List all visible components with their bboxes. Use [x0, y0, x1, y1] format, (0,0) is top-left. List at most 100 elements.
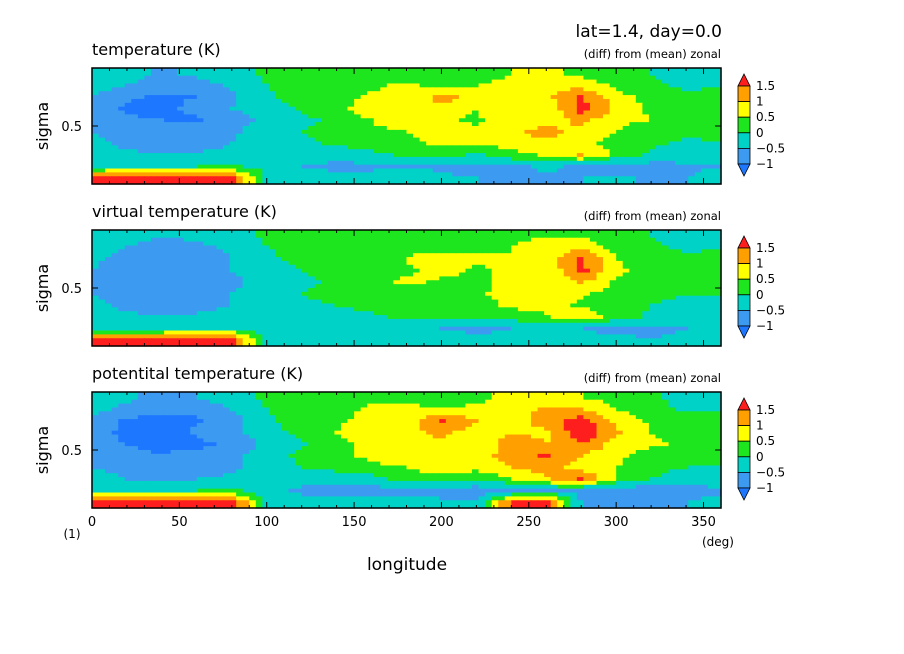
heatmap-cell — [111, 176, 119, 181]
heatmap-cell — [282, 303, 290, 308]
heatmap-cell — [557, 118, 565, 123]
heatmap-cell — [321, 280, 329, 285]
heatmap-cell — [216, 75, 224, 81]
heatmap-cell — [360, 91, 368, 96]
heatmap-cell — [327, 137, 336, 143]
colorbar-label: 1.5 — [756, 79, 775, 93]
heatmap-cell — [544, 118, 552, 123]
heatmap-cell — [393, 75, 401, 81]
heatmap-cell — [321, 172, 329, 177]
heatmap-cell — [544, 180, 552, 185]
heatmap-cell — [255, 126, 263, 131]
heatmap-cell — [629, 168, 637, 173]
heatmap-cell — [576, 272, 584, 277]
heatmap-cell — [354, 172, 362, 177]
heatmap-cell — [517, 98, 526, 104]
heatmap-cell — [275, 245, 283, 250]
heatmap-cell — [137, 241, 146, 247]
heatmap-cell — [550, 245, 558, 250]
heatmap-cell — [262, 268, 270, 274]
heatmap-cell — [177, 79, 185, 85]
heatmap-cell — [524, 253, 532, 258]
heatmap-cell — [196, 98, 204, 104]
heatmap-cell — [563, 168, 571, 173]
heatmap-cell — [137, 122, 146, 127]
heatmap-cell — [432, 110, 440, 115]
heatmap-cell — [295, 75, 303, 81]
heatmap-cell — [557, 87, 565, 92]
heatmap-cell — [92, 272, 100, 277]
heatmap-cell — [242, 133, 250, 139]
heatmap-cell — [452, 68, 460, 73]
heatmap-cell — [223, 102, 231, 108]
heatmap-cell — [622, 272, 630, 277]
heatmap-cell — [137, 249, 146, 254]
heatmap-cell — [629, 291, 637, 297]
heatmap-cell — [393, 168, 401, 173]
heatmap-cell — [622, 291, 630, 297]
heatmap-cell — [655, 118, 663, 123]
heatmap-cell — [491, 291, 499, 297]
heatmap-cell — [596, 102, 604, 108]
heatmap-cell — [288, 122, 296, 127]
heatmap-cell — [314, 295, 322, 301]
heatmap-cell — [537, 126, 545, 131]
heatmap-cell — [576, 98, 584, 104]
heatmap-cell — [209, 156, 218, 162]
heatmap-cell — [688, 230, 696, 235]
heatmap-cell — [314, 83, 322, 88]
heatmap-cell — [648, 172, 657, 177]
heatmap-cell — [589, 307, 598, 312]
heatmap-cell — [485, 230, 493, 235]
heatmap-cell — [511, 149, 519, 154]
heatmap-cell — [511, 83, 519, 88]
heatmap-cell — [268, 245, 277, 250]
heatmap-cell — [465, 137, 473, 143]
heatmap-cell — [426, 95, 434, 100]
heatmap-cell — [465, 106, 473, 112]
heatmap-cell — [380, 264, 388, 270]
heatmap-cell — [157, 87, 165, 92]
heatmap-cell — [478, 156, 486, 162]
heatmap-cell — [150, 156, 159, 162]
heatmap-cell — [616, 176, 624, 181]
heatmap-cell — [537, 233, 545, 239]
heatmap-cell — [327, 122, 336, 127]
heatmap-cell — [255, 149, 263, 154]
heatmap-cell — [596, 237, 604, 243]
heatmap-cell — [360, 284, 368, 289]
heatmap-cell — [150, 245, 159, 250]
heatmap-cell — [530, 106, 539, 112]
heatmap-cell — [157, 122, 165, 127]
heatmap-cell — [472, 237, 480, 243]
heatmap-cell — [557, 291, 565, 297]
heatmap-cell — [563, 87, 571, 92]
heatmap-cell — [655, 164, 663, 170]
heatmap-cell — [393, 110, 401, 115]
panel-title: temperature (K) — [92, 40, 221, 59]
heatmap-cell — [92, 245, 100, 250]
heatmap-cell — [334, 245, 342, 250]
heatmap-cell — [164, 280, 172, 285]
heatmap-cell — [432, 106, 440, 112]
heatmap-cell — [603, 122, 611, 127]
heatmap-cell — [714, 307, 722, 312]
heatmap-cell — [445, 272, 453, 277]
heatmap-cell — [203, 233, 211, 239]
heatmap-cell — [688, 253, 696, 258]
heatmap-cell — [360, 98, 368, 104]
heatmap-cell — [249, 245, 257, 250]
heatmap-cell — [714, 253, 722, 258]
heatmap-cell — [681, 268, 689, 274]
heatmap-cell — [124, 114, 132, 119]
heatmap-cell — [570, 133, 578, 139]
heatmap-cell — [334, 280, 342, 285]
heatmap-cell — [229, 145, 237, 150]
heatmap-cell — [111, 288, 119, 293]
heatmap-cell — [642, 83, 650, 88]
heatmap-cell — [399, 110, 408, 115]
heatmap-cell — [321, 276, 329, 281]
heatmap-cell — [131, 280, 139, 285]
heatmap-cell — [393, 98, 401, 104]
heatmap-cell — [157, 91, 165, 96]
